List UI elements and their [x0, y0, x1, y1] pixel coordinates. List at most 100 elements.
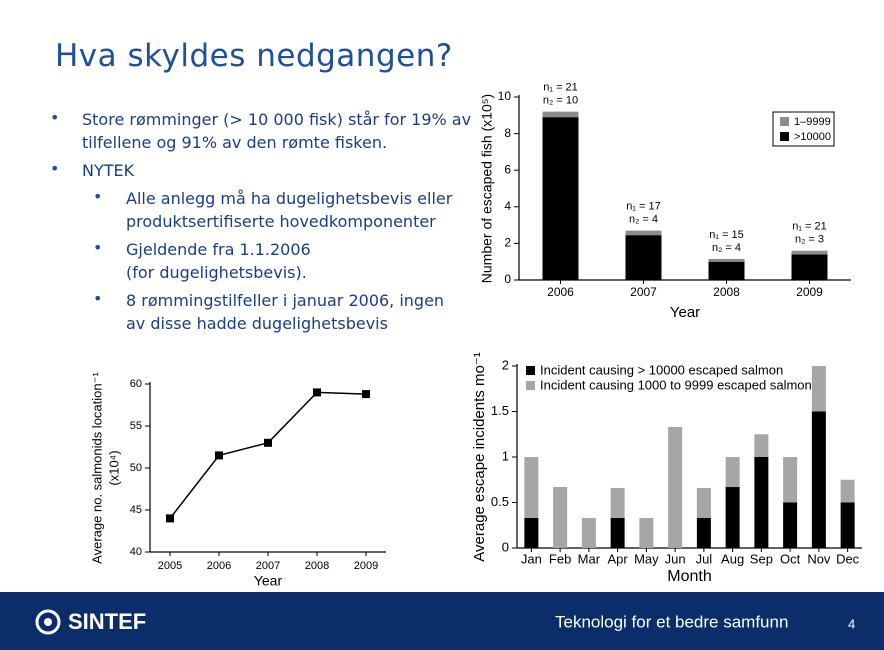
bullet-line: NYTEK — [82, 161, 135, 180]
y-tick-label: 4 — [504, 199, 511, 213]
y-axis-label: Number of escaped fish (x10⁵) — [479, 94, 495, 283]
bar-segment — [811, 411, 826, 548]
bar-segment — [610, 487, 625, 518]
x-tick-label: Aug — [721, 551, 744, 566]
x-tick-label: Feb — [549, 551, 571, 566]
y-tick-label: 6 — [504, 162, 511, 176]
y-tick-label: 0 — [502, 539, 509, 554]
bullet-line: 8 rømmingstilfeller i januar 2006, ingen — [126, 291, 445, 310]
slide-title: Hva skyldes nedgangen? — [55, 38, 453, 74]
bar-segment — [668, 426, 683, 548]
bar-segment — [754, 434, 769, 457]
x-tick-label: Apr — [608, 551, 629, 566]
bullet-dot: • — [93, 187, 103, 206]
point-marker — [264, 438, 272, 447]
y-axis-label: Average no. salmonids location⁻¹ — [89, 372, 104, 564]
y-tick-label: 0 — [504, 272, 511, 286]
bullet-text: NYTEK — [82, 159, 134, 182]
x-tick-label: Jun — [665, 551, 686, 566]
bar-annotation: n₂ = 4 — [712, 242, 741, 254]
bar-segment — [708, 261, 745, 280]
logo-text: SINTEF — [68, 609, 146, 634]
tagline: Teknologi for et bedre samfunn — [555, 612, 788, 631]
bar-segment — [542, 111, 579, 118]
y-tick-label: 1 — [502, 448, 509, 463]
bar-segment — [725, 457, 740, 488]
bar-segment — [791, 250, 828, 255]
bar-segment — [754, 457, 769, 548]
bar-segment — [553, 487, 568, 548]
y-tick-label: 2 — [504, 236, 511, 250]
bar-segment — [542, 117, 579, 280]
bar-segment — [783, 502, 798, 548]
bar-segment — [708, 258, 745, 262]
bullet-line: av disse hadde dugelighetsbevis — [126, 314, 388, 333]
bar-segment — [725, 487, 740, 548]
bar-segment — [840, 502, 855, 548]
y-tick-label: 1.5 — [491, 403, 509, 418]
bullet-text: Store rømminger (> 10 000 fisk) står for… — [82, 108, 471, 154]
y-tick-label: 0.5 — [491, 494, 509, 509]
x-axis-label: Year — [254, 573, 283, 589]
y-tick-label: 55 — [130, 420, 142, 432]
x-tick-label: Jul — [696, 551, 713, 566]
point-marker — [166, 514, 174, 523]
bar-segment — [625, 230, 662, 236]
bullet-dot: • — [50, 159, 60, 178]
x-tick-label: 2009 — [354, 560, 378, 572]
bullet-line: produktsertifiserte hovedkomponenter — [126, 212, 436, 231]
y-tick-label: 2 — [502, 357, 509, 372]
x-tick-label: 2008 — [305, 560, 329, 572]
bar-annotation: n₁ = 15 — [709, 229, 744, 241]
legend-label: >10000 — [794, 131, 831, 143]
x-tick-label: Jan — [521, 551, 542, 566]
bullet-line: tilfellene og 91% av den rømte fisken. — [82, 133, 388, 152]
legend-swatch — [526, 381, 535, 390]
x-axis-label: Year — [670, 304, 700, 321]
bullet-line: Gjeldende fra 1.1.2006 — [126, 240, 311, 259]
x-tick-label: Mar — [578, 551, 601, 566]
y-tick-label: 60 — [130, 378, 142, 390]
footer: SINTEF Teknologi for et bedre samfunn 4 — [0, 592, 884, 650]
bar-segment — [625, 235, 662, 280]
bar-annotation: n₂ = 3 — [795, 234, 824, 246]
legend-label: Incident causing > 10000 escaped salmon — [540, 362, 783, 377]
y-tick-label: 10 — [498, 89, 512, 103]
bar-segment — [783, 457, 798, 503]
y-tick-label: 45 — [130, 504, 142, 516]
x-tick-label: Nov — [807, 551, 831, 566]
bar-annotation: n₁ = 21 — [792, 221, 827, 233]
bar-annotation: n₂ = 4 — [629, 213, 658, 225]
bar-annotation: n₁ = 21 — [543, 82, 578, 94]
point-marker — [362, 390, 370, 399]
x-tick-label: Dec — [836, 551, 860, 566]
bullet-dot: • — [93, 238, 103, 257]
x-tick-label: 2006 — [547, 285, 574, 299]
bar-segment — [696, 487, 711, 518]
y-axis-label: Average escape incidents mo⁻¹ — [471, 352, 488, 561]
bullet-dot: • — [93, 289, 103, 308]
y-tick-label: 50 — [130, 462, 142, 474]
y-tick-label: 40 — [130, 546, 142, 558]
y-axis-label: (x10⁴) — [106, 450, 121, 485]
x-tick-label: 2008 — [713, 285, 740, 299]
legend-swatch — [526, 366, 535, 375]
bar-segment — [639, 517, 654, 548]
x-tick-label: Sep — [750, 551, 773, 566]
bullet-text: 8 rømmingstilfeller i januar 2006, ingen… — [126, 289, 444, 335]
y-tick-label: 8 — [504, 126, 511, 140]
logo-icon — [35, 609, 61, 635]
bar-segment — [524, 457, 539, 518]
x-axis-label: Month — [667, 568, 711, 585]
x-tick-label: Oct — [780, 551, 801, 566]
legend-swatch — [780, 117, 789, 126]
bullet-line: Store rømminger (> 10 000 fisk) står for… — [82, 110, 472, 129]
bar-segment — [524, 517, 539, 548]
legend-box — [772, 111, 835, 147]
x-tick-label: 2007 — [630, 285, 657, 299]
bar-segment — [581, 517, 596, 548]
x-tick-label: 2005 — [158, 560, 182, 572]
bar-segment — [840, 479, 855, 503]
point-marker — [215, 451, 223, 460]
